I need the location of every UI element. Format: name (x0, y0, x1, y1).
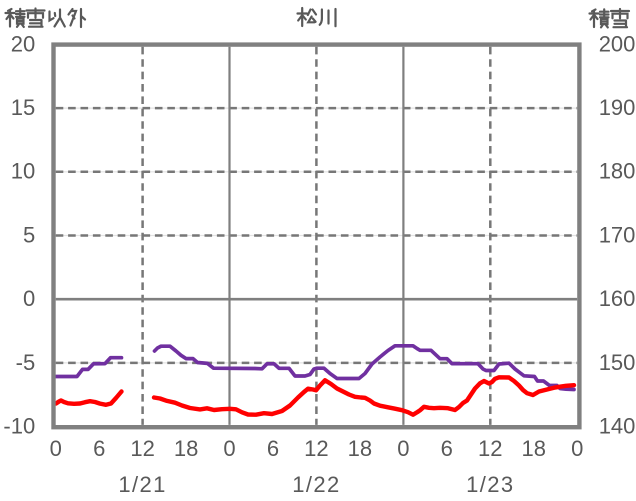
svg-text:12: 12 (304, 436, 328, 461)
svg-text:0: 0 (50, 436, 62, 461)
svg-text:-10: -10 (3, 414, 35, 439)
svg-text:1/21: 1/21 (118, 472, 166, 497)
svg-text:20: 20 (11, 31, 35, 56)
svg-text:6: 6 (441, 436, 453, 461)
svg-text:12: 12 (130, 436, 154, 461)
svg-text:12: 12 (478, 436, 502, 461)
svg-text:-5: -5 (16, 350, 36, 375)
svg-text:6: 6 (267, 436, 279, 461)
svg-text:10: 10 (11, 159, 35, 184)
svg-text:5: 5 (23, 222, 35, 247)
svg-text:18: 18 (521, 436, 545, 461)
svg-text:15: 15 (11, 95, 35, 120)
svg-text:150: 150 (599, 350, 636, 375)
svg-text:190: 190 (599, 95, 636, 120)
svg-text:0: 0 (23, 286, 35, 311)
svg-text:0: 0 (397, 436, 409, 461)
svg-text:18: 18 (174, 436, 198, 461)
svg-text:0: 0 (571, 436, 583, 461)
svg-text:160: 160 (599, 286, 636, 311)
svg-text:170: 170 (599, 222, 636, 247)
svg-text:1/22: 1/22 (292, 472, 340, 497)
svg-text:200: 200 (599, 31, 636, 56)
svg-text:18: 18 (348, 436, 372, 461)
svg-text:0: 0 (223, 436, 235, 461)
svg-text:140: 140 (599, 414, 636, 439)
svg-text:6: 6 (93, 436, 105, 461)
svg-text:180: 180 (599, 159, 636, 184)
svg-text:1/23: 1/23 (466, 472, 514, 497)
